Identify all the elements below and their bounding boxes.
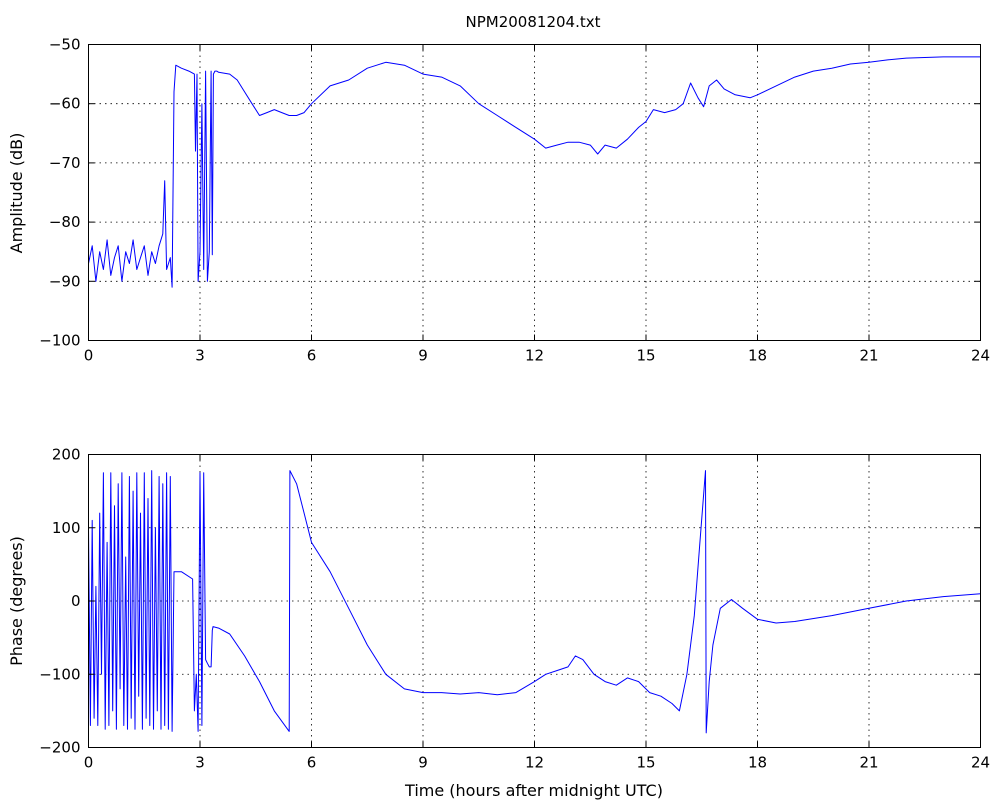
amplitude-x-tick-label: 0 bbox=[84, 347, 94, 365]
phase-series bbox=[88, 470, 981, 734]
amplitude-x-tick-label: 12 bbox=[525, 347, 544, 365]
phase-y-tick-label: −200 bbox=[39, 739, 80, 757]
phase-x-tick-labels: 0 3 6 9 12 15 18 21 24 bbox=[84, 754, 990, 772]
phase-grid bbox=[88, 454, 981, 748]
phase-y-tick-label: −100 bbox=[39, 665, 80, 683]
amplitude-y-tick-label: −70 bbox=[49, 154, 81, 172]
phase-ticks bbox=[88, 454, 981, 748]
amplitude-y-tick-label: −80 bbox=[49, 213, 81, 231]
amplitude-series bbox=[88, 56, 981, 288]
amplitude-y-tick-label: −100 bbox=[39, 332, 80, 350]
phase-x-tick-label: 3 bbox=[195, 754, 205, 772]
phase-y-tick-label: 100 bbox=[52, 519, 81, 537]
phase-y-tick-label: 200 bbox=[52, 446, 81, 464]
amplitude-x-tick-label: 6 bbox=[307, 347, 317, 365]
amplitude-x-tick-label: 24 bbox=[971, 347, 990, 365]
phase-y-axis-label: Phase (degrees) bbox=[7, 536, 26, 666]
amplitude-x-tick-label: 3 bbox=[195, 347, 205, 365]
phase-x-tick-label: 18 bbox=[748, 754, 767, 772]
x-axis-label: Time (hours after midnight UTC) bbox=[404, 781, 663, 800]
amplitude-plot: NPM20081204.txt 0 3 6 9 12 15 18 21 24 −100 −90 −8… bbox=[7, 13, 990, 365]
phase-x-tick-label: 9 bbox=[418, 754, 428, 772]
phase-plot: 0 3 6 9 12 15 18 21 24 −200 −100 0 100 200 Phase (de… bbox=[7, 446, 990, 801]
amplitude-y-tick-label: −50 bbox=[49, 36, 81, 54]
phase-x-tick-label: 0 bbox=[84, 754, 94, 772]
phase-x-tick-label: 12 bbox=[525, 754, 544, 772]
amplitude-x-tick-label: 18 bbox=[748, 347, 767, 365]
amplitude-x-tick-label: 9 bbox=[418, 347, 428, 365]
phase-y-tick-label: 0 bbox=[71, 592, 81, 610]
amplitude-y-tick-label: −60 bbox=[49, 95, 81, 113]
amplitude-y-axis-label: Amplitude (dB) bbox=[7, 133, 26, 254]
amplitude-ticks bbox=[88, 44, 981, 341]
phase-x-tick-label: 6 bbox=[307, 754, 317, 772]
phase-y-tick-labels: −200 −100 0 100 200 bbox=[39, 446, 80, 757]
chart-title: NPM20081204.txt bbox=[466, 13, 601, 31]
amplitude-x-tick-label: 21 bbox=[859, 347, 878, 365]
amplitude-x-tick-labels: 0 3 6 9 12 15 18 21 24 bbox=[84, 347, 990, 365]
amplitude-x-tick-label: 15 bbox=[636, 347, 655, 365]
amplitude-grid bbox=[88, 44, 981, 341]
phase-x-tick-label: 21 bbox=[859, 754, 878, 772]
phase-series-line bbox=[88, 470, 981, 734]
amplitude-series-line bbox=[88, 56, 981, 288]
phase-x-tick-label: 24 bbox=[971, 754, 990, 772]
amplitude-y-tick-label: −90 bbox=[49, 272, 81, 290]
amplitude-y-tick-labels: −100 −90 −80 −70 −60 −50 bbox=[39, 36, 80, 350]
phase-x-tick-label: 15 bbox=[636, 754, 655, 772]
